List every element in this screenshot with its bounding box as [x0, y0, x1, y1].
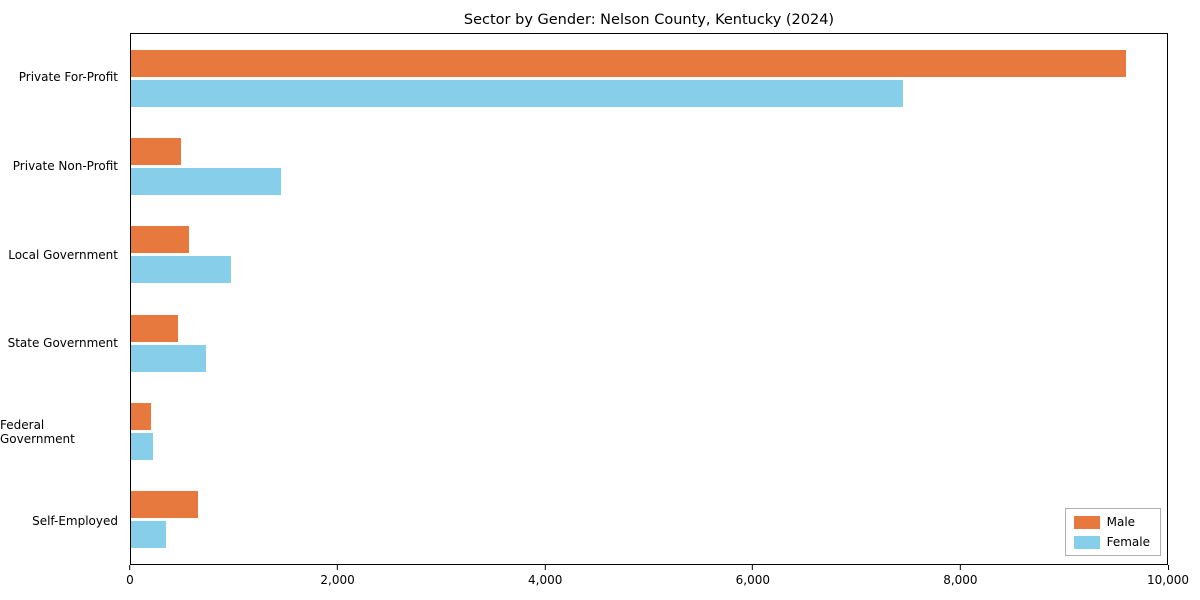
plot-frame: Male Female	[130, 33, 1168, 565]
legend-swatch-male	[1073, 515, 1100, 529]
x-tick-mark	[337, 565, 339, 570]
x-tick-mark	[959, 565, 961, 570]
y-axis-labels: Private For-Profit Private Non-Profit Loca…	[0, 33, 122, 565]
bar-female-0	[131, 79, 903, 107]
x-tick-label: 2,000	[320, 573, 355, 587]
bar-group	[131, 211, 1167, 299]
bar-group	[131, 387, 1167, 475]
y-tick-label: Private Non-Profit	[12, 159, 118, 173]
x-tick-mark	[1167, 565, 1169, 570]
x-tick-label: 0	[126, 573, 134, 587]
x-tick: 8,000	[943, 565, 978, 587]
bar-female-4	[131, 432, 154, 460]
x-tick: 2,000	[320, 565, 355, 587]
bar-male-4	[131, 402, 152, 430]
bar-group	[131, 122, 1167, 210]
x-tick-label: 6,000	[735, 573, 770, 587]
legend-swatch-female	[1073, 535, 1100, 549]
bar-female-2	[131, 256, 231, 284]
legend: Male Female	[1064, 508, 1161, 556]
y-tick-label: Federal Government	[0, 418, 75, 447]
x-tick-mark	[129, 565, 131, 570]
bar-male-2	[131, 226, 190, 254]
y-tick-label: Private For-Profit	[18, 70, 118, 85]
x-tick: 6,000	[736, 565, 770, 587]
x-tick: 4,000	[528, 565, 562, 587]
x-tick-mark	[752, 565, 754, 570]
bar-group	[131, 476, 1167, 564]
legend-entry-male: Male	[1073, 515, 1150, 529]
bar-female-3	[131, 344, 207, 372]
bar-male-1	[131, 137, 181, 165]
legend-entry-female: Female	[1073, 535, 1150, 549]
legend-label-female: Female	[1106, 535, 1150, 549]
chart-title: Sector by Gender: Nelson County, Kentuck…	[463, 12, 835, 28]
x-tick-mark	[544, 565, 546, 570]
x-tick-label: 8,000	[943, 573, 978, 587]
plot-area	[131, 34, 1167, 564]
bar-male-5	[131, 491, 199, 519]
x-tick-label: 10,000	[1147, 573, 1189, 587]
bar-female-5	[131, 521, 167, 549]
bar-group	[131, 299, 1167, 387]
x-tick: 10,000	[1147, 565, 1189, 587]
bar-male-3	[131, 314, 178, 342]
y-tick-label: Local Government	[8, 247, 118, 262]
x-axis: 0 2,000 4,000 6,000 8,000 10,000	[126, 565, 1189, 593]
y-tick-label: State Government	[7, 336, 118, 351]
bar-female-1	[131, 167, 282, 195]
bar-male-0	[131, 49, 1126, 77]
y-tick-label: Self-Employed	[32, 513, 118, 528]
x-tick-label: 4,000	[528, 573, 563, 587]
x-tick: 0	[126, 565, 134, 587]
legend-label-male: Male	[1106, 515, 1136, 529]
bar-group	[131, 34, 1167, 122]
